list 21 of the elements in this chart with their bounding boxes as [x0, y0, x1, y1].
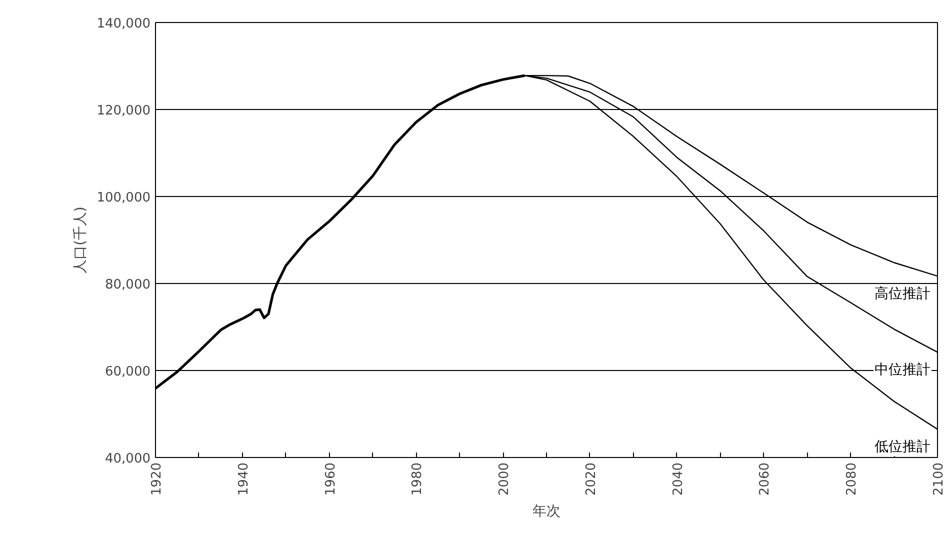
- x-axis-title: 年次: [532, 504, 560, 520]
- y-tick-label: 140,000: [96, 16, 151, 32]
- y-tick-label: 100,000: [96, 190, 151, 206]
- x-tick-label: 1920: [150, 462, 164, 496]
- x-tick-label: 2020: [584, 462, 599, 496]
- series-label: 高位推計: [874, 286, 930, 302]
- x-tick-label: 1980: [410, 462, 426, 496]
- x-tick-label: 2080: [844, 462, 860, 496]
- x-tick-label: 2060: [758, 462, 773, 496]
- y-tick-label: 120,000: [96, 104, 151, 118]
- y-tick-label: 40,000: [105, 452, 151, 466]
- legend-label: 低位推計: [874, 439, 930, 456]
- y-tick-label: 80,000: [105, 278, 151, 292]
- y-tick-label: 60,000: [105, 364, 151, 380]
- x-tick-label: 2100: [932, 462, 946, 496]
- x-tick-label: 2040: [670, 462, 686, 496]
- y-axis-title: 人口(千人): [72, 206, 89, 274]
- x-tick-label: 2000: [497, 462, 512, 496]
- series-label: 中位推計: [874, 362, 930, 378]
- x-tick-label: 1960: [323, 462, 338, 496]
- x-tick-label: 1940: [236, 462, 252, 496]
